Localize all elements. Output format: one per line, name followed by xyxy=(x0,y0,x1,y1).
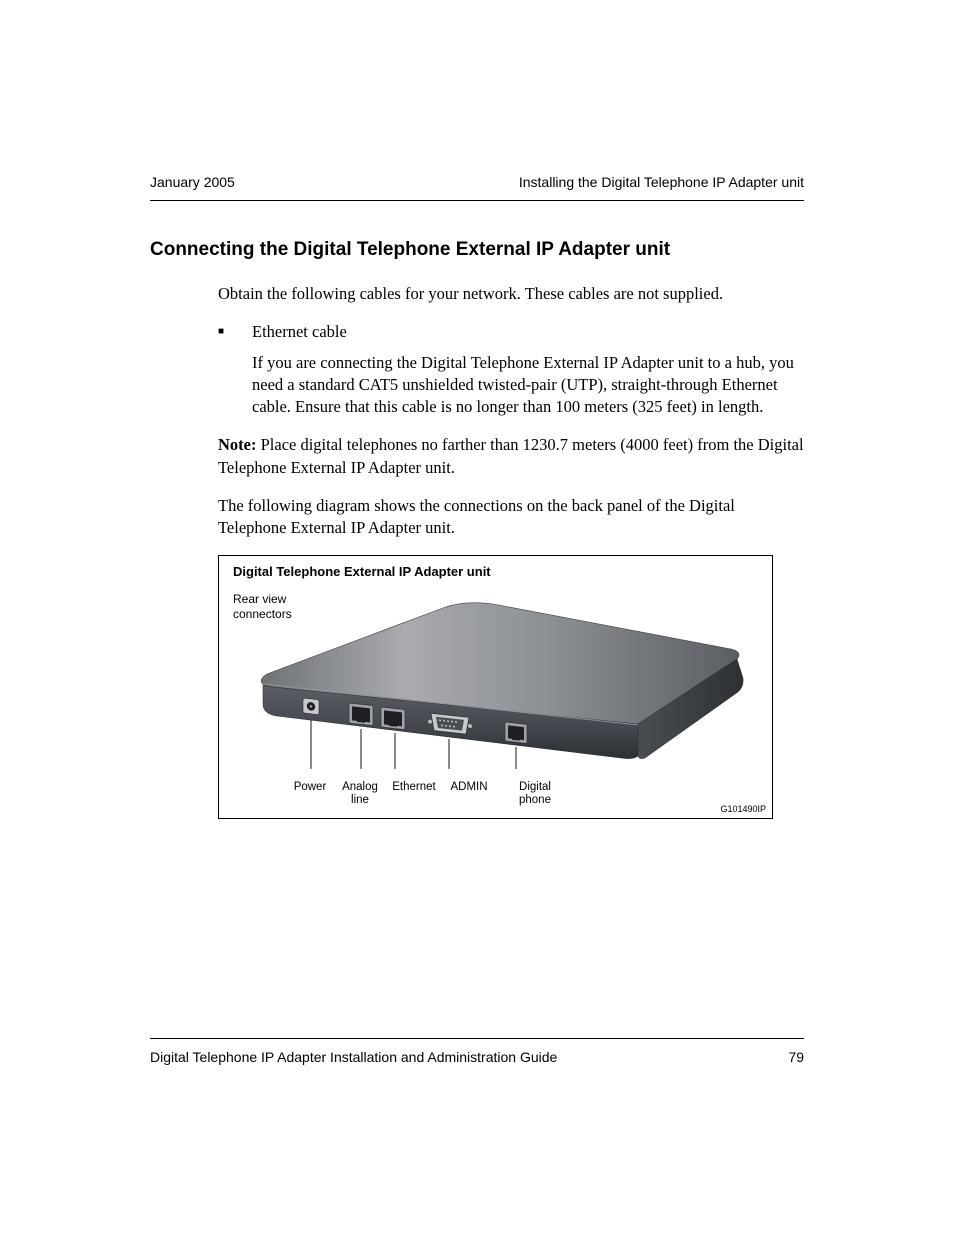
note-body: Place digital telephones no farther than… xyxy=(218,435,804,476)
page-footer: Digital Telephone IP Adapter Installatio… xyxy=(150,1038,804,1065)
bullet-icon: ■ xyxy=(218,321,232,343)
label-ethernet: Ethernet xyxy=(389,781,439,794)
note-label: Note: xyxy=(218,435,256,454)
footer-page-number: 79 xyxy=(788,1049,804,1065)
diagram-title: Digital Telephone External IP Adapter un… xyxy=(233,564,491,579)
page-header: January 2005 Installing the Digital Tele… xyxy=(150,174,804,201)
bullet-label: Ethernet cable xyxy=(252,321,804,343)
image-reference-code: G101490IP xyxy=(720,804,766,814)
note-paragraph: Note: Place digital telephones no farthe… xyxy=(218,434,804,479)
bullet-description: If you are connecting the Digital Teleph… xyxy=(218,352,804,419)
leadout-paragraph: The following diagram shows the connecti… xyxy=(218,495,804,540)
diagram-figure: Digital Telephone External IP Adapter un… xyxy=(218,555,773,819)
label-analog: Analog line xyxy=(339,781,381,806)
label-digital: Digital phone xyxy=(513,781,557,806)
section-heading: Connecting the Digital Telephone Externa… xyxy=(150,239,804,261)
label-power: Power xyxy=(289,781,331,794)
intro-paragraph: Obtain the following cables for your net… xyxy=(218,283,804,305)
label-admin: ADMIN xyxy=(447,781,491,794)
body-content: Obtain the following cables for your net… xyxy=(150,283,804,819)
header-chapter: Installing the Digital Telephone IP Adap… xyxy=(519,174,804,190)
header-date: January 2005 xyxy=(150,174,235,190)
bullet-item: ■ Ethernet cable xyxy=(218,321,804,343)
device-illustration xyxy=(233,594,753,769)
footer-title: Digital Telephone IP Adapter Installatio… xyxy=(150,1049,557,1065)
port-labels-row: Power Analog line Ethernet ADMIN Digital… xyxy=(289,781,557,806)
